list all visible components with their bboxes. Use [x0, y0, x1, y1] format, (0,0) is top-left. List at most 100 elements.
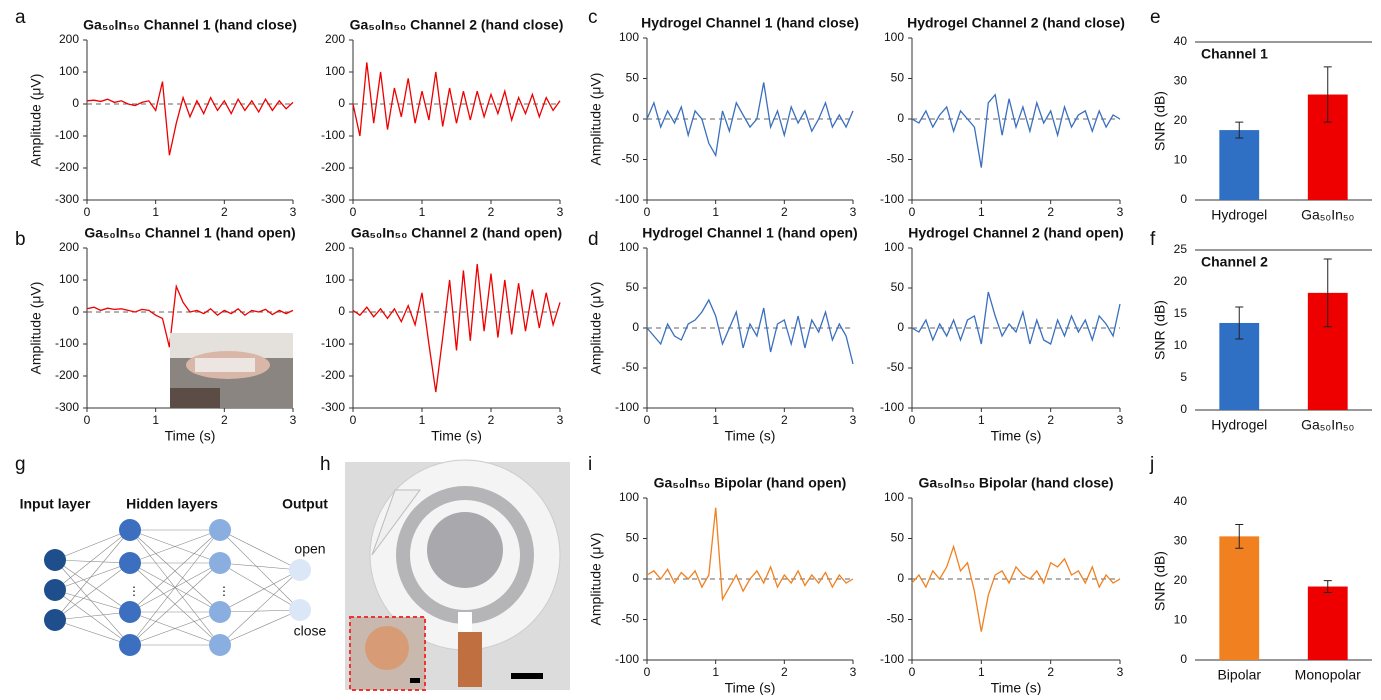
connection	[219, 609, 301, 646]
panel-label: g	[15, 454, 26, 475]
x-tick-label: 3	[1117, 665, 1124, 679]
neuron	[209, 552, 231, 574]
bar	[1219, 130, 1260, 200]
y-tick-label: 20	[1174, 274, 1188, 288]
y-tick-label: -50	[887, 612, 905, 626]
connection	[54, 529, 131, 561]
x-tick-label: Hydrogel	[1211, 207, 1267, 223]
x-tick-label: 3	[290, 413, 297, 427]
x-tick-label: 2	[221, 413, 228, 427]
x-tick-label: 3	[1117, 205, 1124, 219]
error-bar	[1235, 524, 1244, 549]
y-axis-label: SNR (dB)	[1152, 91, 1168, 151]
y-tick-label: -100	[880, 400, 904, 414]
connection	[219, 529, 301, 571]
chart-title: Hydrogel Channel 1 (hand close)	[641, 15, 859, 31]
y-tick-label: 0	[897, 571, 904, 585]
y-tick-label: -100	[615, 652, 639, 666]
y-tick-label: 50	[891, 531, 905, 545]
neuron	[44, 609, 66, 631]
y-axis-label: SNR (dB)	[1152, 300, 1168, 360]
y-tick-label: 100	[59, 64, 79, 78]
y-tick-label: -50	[622, 612, 640, 626]
device-photo	[345, 459, 570, 691]
y-axis-label: Amplitude (μV)	[28, 282, 44, 375]
signal-trace	[911, 544, 1121, 632]
x-tick-label: 3	[290, 205, 297, 219]
x-tick-label: 3	[850, 413, 857, 427]
x-tick-label: 1	[978, 205, 985, 219]
y-tick-label: 0	[632, 571, 639, 585]
panel-label: j	[1149, 454, 1154, 475]
y-axis-label: Amplitude (μV)	[588, 282, 604, 375]
y-tick-label: -100	[321, 336, 345, 350]
y-tick-label: 0	[632, 320, 639, 334]
y-tick-label: 100	[884, 490, 904, 504]
y-tick-label: 0	[897, 111, 904, 125]
y-tick-label: -300	[55, 400, 79, 414]
y-tick-label: -300	[321, 400, 345, 414]
signal-trace	[352, 263, 561, 393]
x-tick-label: 1	[978, 413, 985, 427]
y-tick-label: 50	[891, 280, 905, 294]
signal-trace	[646, 298, 854, 365]
chart-title: Ga₅₀In₅₀ Channel 2 (hand close)	[350, 17, 564, 33]
x-tick-label: 0	[909, 205, 916, 219]
y-tick-label: 40	[1174, 494, 1188, 508]
neuron	[209, 601, 231, 623]
x-tick-label: 1	[152, 413, 159, 427]
x-tick-label: 2	[1047, 205, 1054, 219]
chart-title: Ga₅₀In₅₀ Bipolar (hand open)	[654, 475, 847, 491]
y-tick-label: 25	[1174, 242, 1188, 256]
y-tick-label: -300	[321, 192, 345, 206]
connection	[219, 562, 301, 611]
y-tick-label: 100	[325, 272, 345, 286]
signal-trace	[86, 81, 294, 156]
x-axis-label: Time (s)	[165, 428, 216, 444]
x-axis-label: Time (s)	[725, 680, 776, 695]
connection	[54, 559, 131, 564]
y-tick-label: 50	[626, 531, 640, 545]
y-axis-label: Amplitude (μV)	[588, 73, 604, 166]
y-axis-label: SNR (dB)	[1152, 551, 1168, 611]
panel-label: c	[588, 7, 598, 28]
panel-label: h	[320, 454, 331, 475]
layer-label: Hidden layers	[126, 496, 218, 512]
chart-title: Hydrogel Channel 2 (hand open)	[908, 225, 1123, 241]
signal-trace	[352, 62, 561, 137]
x-tick-label: 2	[221, 205, 228, 219]
layer-label: Input layer	[20, 496, 91, 512]
neuron	[119, 552, 141, 574]
y-tick-label: 100	[619, 30, 639, 44]
y-axis-label: Amplitude (μV)	[28, 74, 44, 167]
connection	[129, 529, 221, 613]
y-tick-label: 0	[632, 111, 639, 125]
x-tick-label: 1	[712, 205, 719, 219]
y-tick-label: 50	[626, 71, 640, 85]
neuron	[44, 549, 66, 571]
bar	[1219, 536, 1260, 660]
y-tick-label: 100	[884, 30, 904, 44]
connection	[129, 562, 221, 646]
y-tick-label: 50	[891, 71, 905, 85]
signal-trace	[911, 93, 1121, 168]
chart-title: Ga₅₀In₅₀ Channel 1 (hand open)	[84, 225, 295, 241]
x-tick-label: 3	[850, 205, 857, 219]
panel-label: f	[1150, 229, 1156, 250]
panel-label: i	[588, 454, 592, 475]
chart-title: Ga₅₀In₅₀ Bipolar (hand close)	[918, 475, 1113, 491]
x-tick-label: Ga₅₀In₅₀	[1301, 207, 1354, 223]
y-tick-label: 10	[1174, 153, 1188, 167]
x-tick-label: 0	[350, 205, 357, 219]
error-bar	[1235, 121, 1244, 139]
y-tick-label: 200	[59, 32, 79, 46]
neuron	[209, 519, 231, 541]
neuron	[209, 634, 231, 656]
y-tick-label: 20	[1174, 573, 1188, 587]
x-tick-label: 2	[781, 205, 788, 219]
neuron	[119, 634, 141, 656]
connection	[54, 589, 131, 646]
connection	[54, 529, 131, 591]
y-tick-label: -200	[321, 368, 345, 382]
chart-title: Ga₅₀In₅₀ Channel 2 (hand open)	[351, 225, 562, 241]
